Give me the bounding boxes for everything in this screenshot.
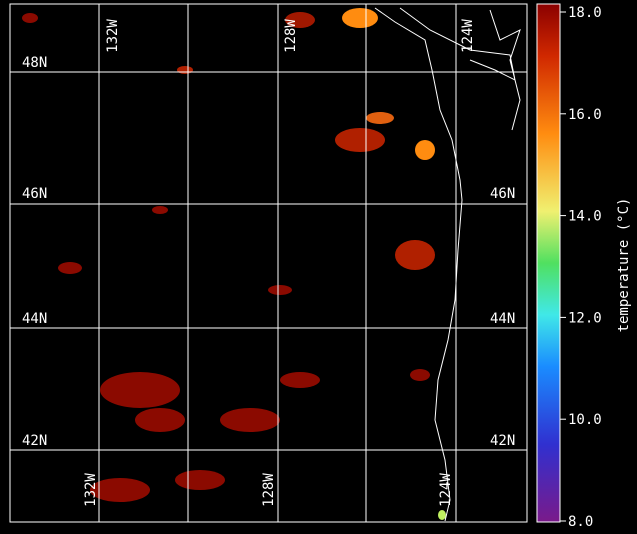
sst-patches xyxy=(22,8,446,520)
lat-label: 44N xyxy=(490,311,515,327)
graticule xyxy=(10,4,527,522)
colorbar xyxy=(536,3,561,523)
colorbar-label: temperature (°C) xyxy=(616,198,632,333)
colorbar-tick-label: 16.0 xyxy=(568,107,602,123)
lon-label: 128W xyxy=(283,19,299,53)
lat-label: 42N xyxy=(490,433,515,449)
lon-label: 124W xyxy=(460,19,476,53)
lon-label: 128W xyxy=(261,473,277,507)
map-frame xyxy=(9,3,528,523)
lat-label: 48N xyxy=(22,55,47,71)
colorbar-tick-label: 18.0 xyxy=(568,5,602,21)
lat-label: 46N xyxy=(490,186,515,202)
lon-label: 132W xyxy=(105,19,121,53)
colorbar-tick-label: 12.0 xyxy=(568,310,602,326)
colorbar-tick-label: 10.0 xyxy=(568,412,602,428)
coastline xyxy=(374,7,521,522)
lon-label: 124W xyxy=(438,473,454,507)
lon-label: 132W xyxy=(83,473,99,507)
colorbar-tick-label: 14.0 xyxy=(568,209,602,225)
colorbar-tick-label: 8.0 xyxy=(568,514,593,530)
lat-label: 46N xyxy=(22,186,47,202)
lat-label: 42N xyxy=(22,433,47,449)
lat-label: 44N xyxy=(22,311,47,327)
